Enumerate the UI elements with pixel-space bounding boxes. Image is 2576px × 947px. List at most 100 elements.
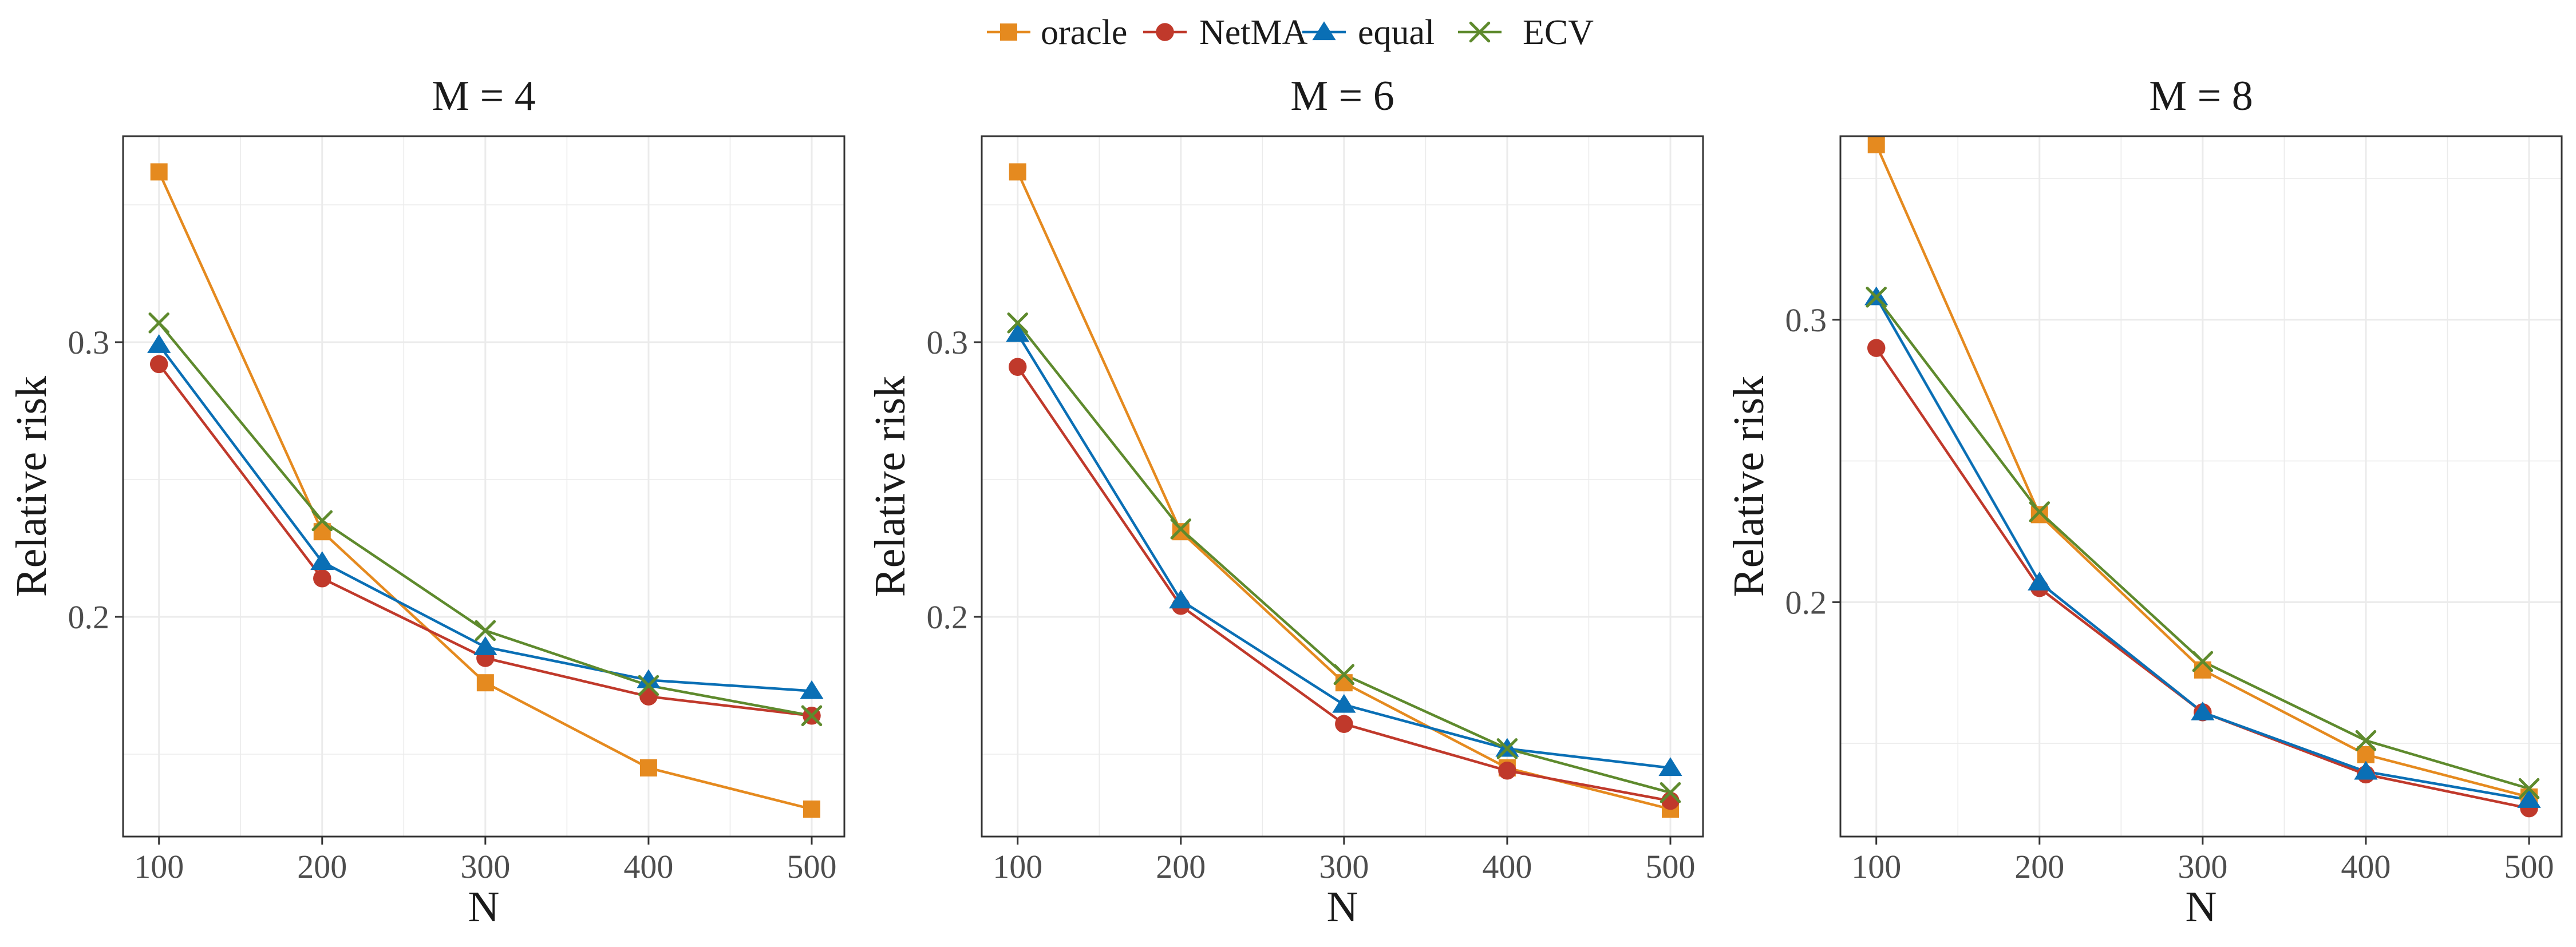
point-oracle-300 bbox=[1335, 674, 1353, 692]
point-equal-200 bbox=[310, 551, 334, 570]
panel-1: 100 200 300 400 500 N 0.2 0.3 Relative risk M = 4 bbox=[7, 73, 846, 931]
x-axis-title: N bbox=[2186, 883, 2217, 931]
point-equal-400 bbox=[2354, 760, 2378, 780]
point-equal-300 bbox=[2191, 702, 2215, 720]
point-ecv-400 bbox=[1496, 738, 1518, 759]
legend-marker bbox=[1000, 23, 1017, 41]
series-markers bbox=[1006, 163, 1682, 818]
y-axis: 0.2 0.3 Relative risk bbox=[866, 324, 982, 636]
legend-item-ecv: ECV bbox=[1458, 13, 1594, 52]
point-equal-100 bbox=[1006, 323, 1030, 342]
point-oracle-500 bbox=[803, 801, 820, 818]
point-ecv-400 bbox=[2355, 730, 2377, 751]
legend-label: NetMA bbox=[1199, 13, 1308, 52]
y-tick-label: 0.2 bbox=[1785, 584, 1827, 621]
gridlines bbox=[123, 136, 844, 837]
y-axis: 0.2 0.3 Relative risk bbox=[1725, 302, 1840, 621]
x-tick-label: 200 bbox=[1156, 848, 1206, 885]
y-axis-title: Relative risk bbox=[7, 376, 56, 597]
point-equal-100 bbox=[147, 334, 171, 353]
series-markers bbox=[147, 163, 824, 818]
y-tick-label: 0.2 bbox=[927, 599, 969, 636]
y-axis: 0.2 0.3 Relative risk bbox=[7, 324, 123, 636]
legend-marker bbox=[1312, 21, 1336, 41]
plot-area bbox=[123, 136, 844, 837]
gridlines bbox=[982, 136, 1703, 837]
x-tick-label: 500 bbox=[2504, 848, 2554, 885]
point-netma-100 bbox=[1867, 339, 1886, 357]
series-group bbox=[147, 163, 824, 818]
point-oracle-100 bbox=[1867, 136, 1885, 153]
point-equal-400 bbox=[637, 669, 661, 688]
point-equal-300 bbox=[1332, 694, 1356, 713]
legend-label: oracle bbox=[1041, 13, 1127, 52]
point-oracle-100 bbox=[150, 163, 168, 181]
point-oracle-200 bbox=[1172, 523, 1190, 541]
x-axis: 100 200 300 400 500 N bbox=[134, 837, 836, 931]
series-markers bbox=[1864, 136, 2541, 818]
legend: oracle NetMA equal ECV bbox=[987, 13, 1594, 52]
x-tick-label: 100 bbox=[993, 848, 1042, 885]
point-netma-100 bbox=[1008, 358, 1027, 376]
point-ecv-400 bbox=[638, 675, 659, 696]
x-tick-label: 400 bbox=[2341, 848, 2391, 885]
point-equal-500 bbox=[800, 680, 824, 699]
x-axis-title: N bbox=[468, 883, 500, 931]
x-tick-label: 500 bbox=[787, 848, 836, 885]
x-tick-label: 500 bbox=[1645, 848, 1695, 885]
legend-marker bbox=[1469, 21, 1491, 43]
x-tick-label: 100 bbox=[134, 848, 184, 885]
panel-2: 100 200 300 400 500 N 0.2 0.3 Relative risk M = 6 bbox=[866, 73, 1704, 931]
y-tick-label: 0.2 bbox=[68, 599, 110, 636]
point-ecv-300 bbox=[1333, 664, 1355, 686]
x-axis: 100 200 300 400 500 N bbox=[1851, 837, 2554, 931]
point-ecv-500 bbox=[801, 705, 823, 727]
panels: 100 200 300 400 500 N 0.2 0.3 Relative risk M = 4… bbox=[7, 73, 2563, 931]
y-tick-label: 0.3 bbox=[68, 324, 110, 361]
point-netma-300 bbox=[1335, 715, 1353, 733]
series-group bbox=[1006, 163, 1682, 818]
y-tick-label: 0.3 bbox=[927, 324, 969, 361]
panel-border bbox=[1839, 135, 2563, 838]
legend-label: ECV bbox=[1523, 13, 1594, 52]
point-netma-400 bbox=[1498, 762, 1516, 780]
point-ecv-200 bbox=[1170, 518, 1192, 540]
point-oracle-400 bbox=[2357, 746, 2374, 763]
panel-title: M = 4 bbox=[432, 73, 536, 120]
point-ecv-100 bbox=[148, 312, 169, 334]
point-ecv-100 bbox=[1007, 312, 1028, 334]
panel-3: 100 200 300 400 500 N 0.2 0.3 Relative risk M = 8 bbox=[1725, 73, 2563, 931]
x-tick-label: 400 bbox=[623, 848, 673, 885]
x-axis-title: N bbox=[1327, 883, 1358, 931]
x-tick-label: 300 bbox=[2178, 848, 2227, 885]
point-ecv-100 bbox=[1866, 287, 1887, 308]
series-group bbox=[1864, 136, 2541, 818]
point-oracle-100 bbox=[1009, 163, 1026, 181]
point-netma-100 bbox=[149, 355, 168, 374]
x-tick-label: 400 bbox=[1482, 848, 1532, 885]
panel-title: M = 6 bbox=[1290, 73, 1394, 120]
point-ecv-200 bbox=[2029, 501, 2050, 522]
point-equal-500 bbox=[2517, 789, 2541, 808]
y-axis-title: Relative risk bbox=[1725, 376, 1773, 597]
point-ecv-300 bbox=[2192, 651, 2214, 672]
legend-item-oracle: oracle bbox=[987, 13, 1127, 52]
point-ecv-500 bbox=[2518, 778, 2540, 799]
legend-label: equal bbox=[1358, 13, 1435, 52]
point-ecv-500 bbox=[1660, 782, 1681, 803]
point-ecv-200 bbox=[311, 510, 333, 532]
x-tick-label: 300 bbox=[1319, 848, 1369, 885]
x-axis: 100 200 300 400 500 N bbox=[993, 837, 1695, 931]
point-oracle-200 bbox=[2030, 506, 2048, 524]
point-oracle-300 bbox=[2194, 661, 2211, 679]
x-tick-label: 200 bbox=[2014, 848, 2064, 885]
legend-item-equal: equal bbox=[1302, 13, 1435, 52]
panel-title: M = 8 bbox=[2149, 73, 2253, 120]
panel-border bbox=[122, 135, 846, 838]
legend-marker bbox=[1156, 23, 1174, 41]
point-equal-200 bbox=[1169, 589, 1193, 609]
point-equal-300 bbox=[473, 636, 497, 655]
point-ecv-300 bbox=[475, 620, 496, 641]
x-tick-label: 200 bbox=[297, 848, 347, 885]
